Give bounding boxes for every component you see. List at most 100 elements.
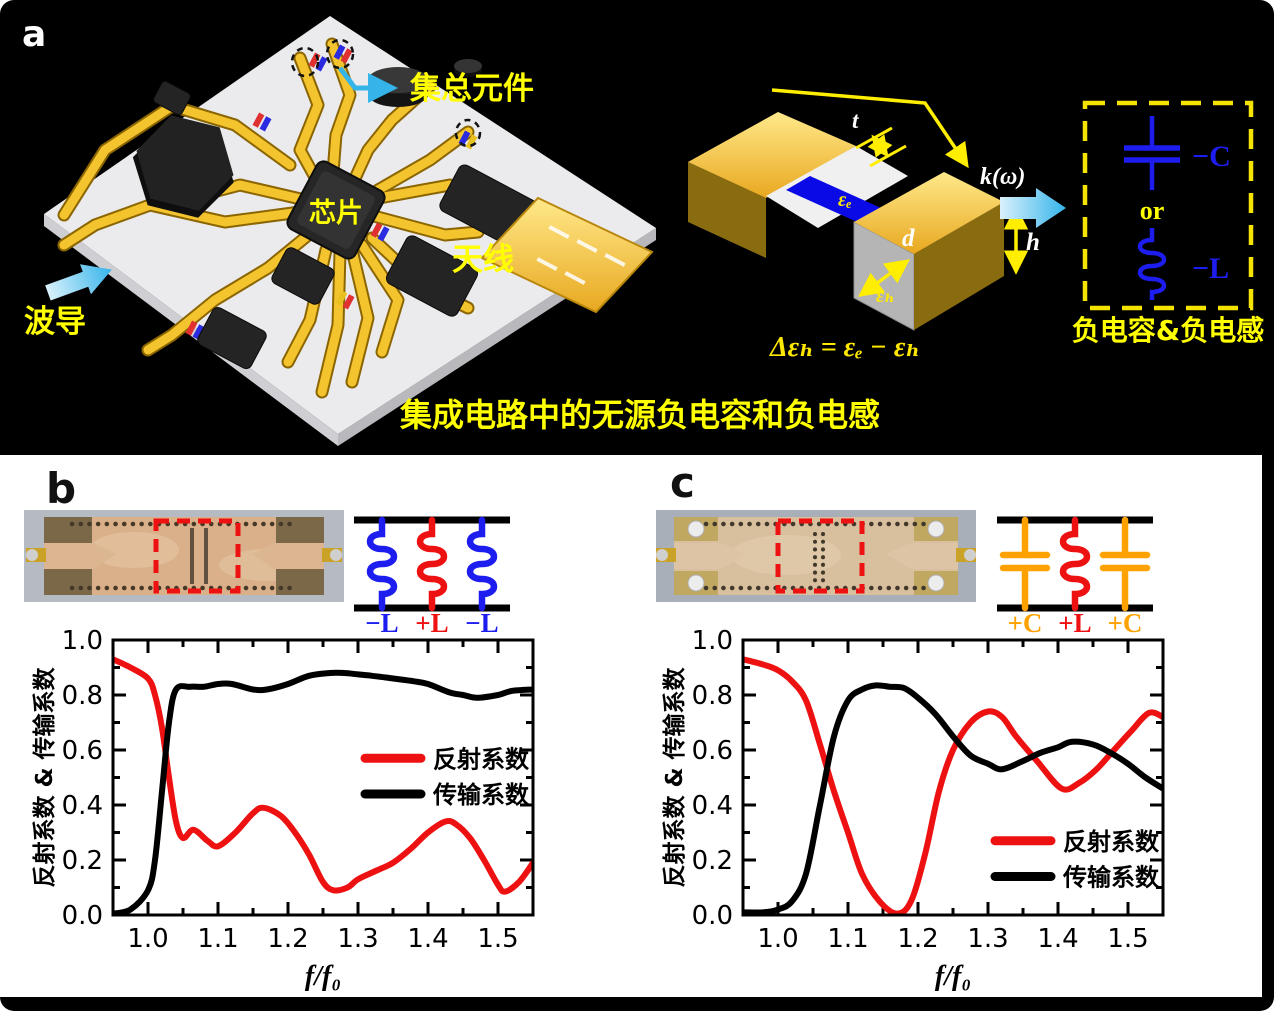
negative-circuit-box: −C or −L 负电容&负电感 [1072, 100, 1264, 347]
chart-c: 1.0 1.1 1.2 1.3 1.4 1.5 0.0 0.2 0.4 0.6 0.8 1.0 f/f₀… [661, 626, 1165, 992]
neg-l-label: −L [1192, 252, 1229, 285]
inductor-pos-center [1059, 516, 1091, 612]
capacitor-pos-left [999, 516, 1051, 612]
y-tick-label: 0.2 [692, 846, 733, 876]
eps-h-label: εₕ [876, 285, 895, 307]
panel-c-label: c [670, 458, 695, 507]
legend-label: 传输系数 [1062, 864, 1160, 892]
tick-labels: 1.0 1.1 1.2 1.3 1.4 1.5 0.0 0.2 0.4 0.6 0.8 1.0 [62, 626, 519, 954]
x-tick-label: 1.4 [407, 924, 448, 954]
waveguide-label: 波导 [24, 304, 86, 340]
waveguide-arrow [45, 264, 112, 301]
circuit-board-illustration: 芯片 集总元件 天线 波导 [24, 16, 656, 446]
x-tick-label: 1.5 [477, 924, 518, 954]
y-tick-label: 0.6 [62, 736, 103, 766]
x-axis-title: f/f₀ [935, 961, 971, 992]
dashed-box [1082, 100, 1254, 311]
lumped-arrow [338, 66, 398, 103]
slot-left [190, 528, 194, 584]
x-tick-label: 1.1 [827, 924, 868, 954]
k-label: k(ω) [980, 164, 1025, 190]
capacitor-symbol [1124, 116, 1180, 190]
d-label: d [902, 225, 915, 252]
center-chip [286, 160, 386, 260]
schematic-b-label-2: +L [415, 608, 448, 635]
highlight-dashed-box [775, 518, 865, 594]
axes [741, 638, 1165, 917]
lumped-label: 集总元件 [409, 71, 534, 107]
capacitor-pos-right [1099, 516, 1151, 612]
series-group [744, 656, 1162, 914]
t-dimension-arrow [867, 134, 893, 158]
plot-frame [111, 638, 535, 917]
series-反射系数 [744, 656, 1162, 914]
black-components [132, 59, 545, 370]
k-arrow [771, 88, 969, 169]
highlight-dashed-box [153, 518, 241, 594]
inductor-neg-right [466, 516, 498, 612]
x-tick-label: 1.3 [337, 924, 378, 954]
legend-label: 传输系数 [432, 781, 530, 809]
y-axis-title: 反射系数 & 传输系数 [31, 666, 58, 887]
schematic-b-label-1: −L [365, 608, 398, 635]
d-dimension-arrow [858, 259, 910, 297]
y-tick-label: 0.8 [692, 681, 733, 711]
schematic-b: −L +L −L [354, 516, 510, 635]
schematic-c-label-1: +C [1008, 608, 1043, 635]
x-tick-label: 1.4 [1037, 924, 1078, 954]
antenna-label: 天线 [452, 242, 514, 278]
legend-label: 反射系数 [1063, 828, 1160, 856]
y-tick-label: 0.4 [692, 791, 733, 821]
chip-label: 芯片 [309, 198, 363, 229]
y-tick-label: 0.2 [62, 846, 103, 876]
y-tick-label: 1.0 [692, 626, 733, 656]
neg-c-label: −C [1192, 140, 1231, 173]
x-tick-label: 1.0 [757, 924, 798, 954]
series-反射系数 [114, 656, 532, 895]
embedded-strip [786, 176, 890, 226]
x-tick-label: 1.1 [197, 924, 238, 954]
chart-b: 1.0 1.1 1.2 1.3 1.4 1.5 0.0 0.2 0.4 0.6 0.8 1.0 f/f₀… [31, 626, 535, 992]
schematic-c-label-2: +L [1058, 608, 1091, 635]
schematic-c-label-3: +C [1108, 608, 1143, 635]
lumped-highlight-circles [290, 38, 482, 148]
axes [111, 638, 535, 917]
y-tick-label: 0.6 [692, 736, 733, 766]
t-label: t [852, 108, 859, 133]
panel-a-caption: 集成电路中的无源负电容和负电感 [399, 396, 880, 434]
y-tick-label: 0.0 [62, 901, 103, 931]
panel-a: a [22, 14, 1264, 446]
schematic-c: +C +L +C [997, 516, 1153, 635]
slot-right [204, 528, 208, 584]
schematic-b-label-3: −L [465, 608, 498, 635]
corner-screws [687, 520, 945, 592]
gap-sheet [766, 146, 908, 228]
inductor-symbol [1137, 228, 1167, 300]
x-tick-label: 1.0 [127, 924, 168, 954]
y-tick-label: 0.4 [62, 791, 103, 821]
h-label: h [1026, 229, 1040, 256]
inductor-pos-center [416, 516, 448, 612]
eps-e-label: εₑ [838, 189, 852, 211]
series-group [114, 656, 532, 914]
or-label: or [1140, 196, 1165, 225]
y-tick-label: 1.0 [62, 626, 103, 656]
equation: Δεₕ = εₑ − εₕ [769, 332, 920, 363]
negative-caption: 负电容&负电感 [1072, 314, 1264, 347]
y-tick-label: 0.0 [692, 901, 733, 931]
series-传输系数 [744, 682, 1162, 914]
x-tick-label: 1.2 [897, 924, 938, 954]
antenna-patch [480, 196, 654, 314]
y-tick-label: 0.8 [62, 681, 103, 711]
hexagon-component [136, 115, 234, 211]
series-传输系数 [114, 669, 532, 914]
legend-label: 反射系数 [433, 745, 530, 773]
unit-cell-illustration: t k(ω) d h εₑ εₕ Δεₕ = εₑ − εₕ [688, 88, 1040, 363]
y-axis-title: 反射系数 & 传输系数 [661, 666, 688, 887]
inductor-neg-left [366, 516, 398, 612]
x-axis-title: f/f₀ [305, 961, 341, 992]
x-tick-label: 1.2 [267, 924, 308, 954]
